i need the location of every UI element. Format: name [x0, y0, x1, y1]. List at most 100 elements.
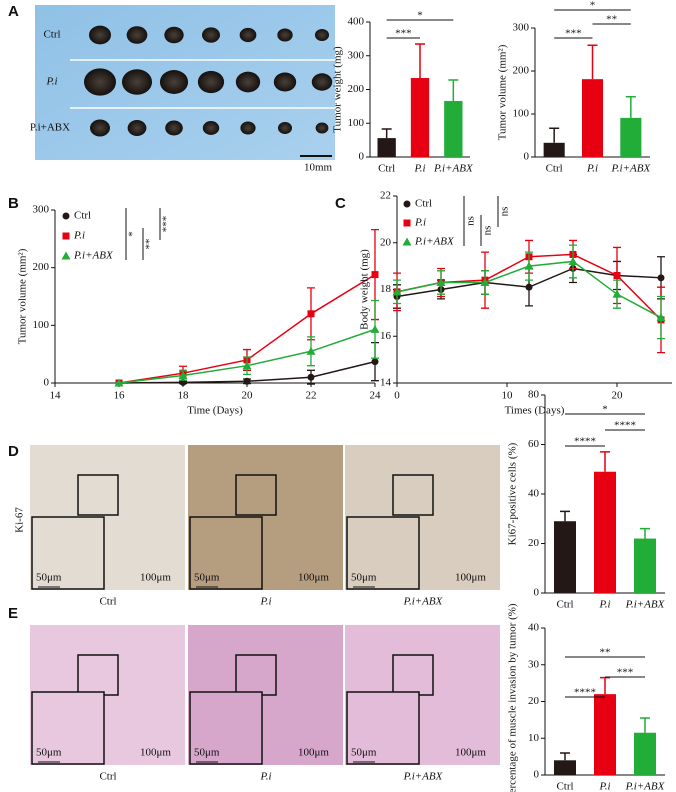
significance-label: **** — [614, 420, 636, 432]
legend-marker — [62, 212, 70, 220]
y-tick-label: 300 — [348, 49, 365, 61]
legend-marker — [62, 232, 70, 240]
marker — [524, 261, 534, 270]
error-bar — [381, 128, 392, 139]
legend-marker — [403, 219, 411, 227]
y-tick-label: 22 — [380, 190, 391, 202]
tumor — [89, 25, 111, 45]
x-tick-label: P.i+ABX — [433, 163, 474, 175]
y-axis-label: Body weight (mg) — [359, 249, 371, 330]
tumor — [239, 27, 257, 43]
panel-letter: B — [8, 195, 19, 212]
x-tick-label: 14 — [50, 390, 62, 402]
panel-letter: A — [8, 3, 19, 20]
marker — [242, 361, 252, 370]
significance-label: ns — [499, 207, 511, 217]
y-axis-label: Ki67-positive cells (%) — [507, 442, 519, 545]
marker — [480, 277, 490, 286]
y-tick-label: 10 — [528, 732, 540, 744]
y-tick-label: 40 — [528, 622, 540, 634]
zoom-box — [77, 474, 119, 516]
y-tick-label: 0 — [44, 377, 50, 389]
y-tick-label: 16 — [380, 330, 392, 342]
row-label: P.i+ABX — [30, 122, 70, 134]
significance-label: *** — [617, 667, 634, 679]
tumor — [121, 69, 153, 95]
y-tick-label: 300 — [513, 22, 530, 34]
x-tick-label: 20 — [612, 390, 624, 402]
marker — [114, 378, 124, 387]
significance-label: **** — [574, 687, 596, 699]
inset-scale: 50μm — [36, 747, 62, 759]
marker — [307, 310, 315, 318]
error-bar — [415, 43, 425, 79]
y-tick-label: 0 — [359, 151, 365, 163]
tumor — [197, 70, 225, 94]
caption: P.i — [259, 771, 271, 783]
tumor — [126, 26, 148, 44]
significance-label: ** — [600, 647, 611, 659]
caption: P.i+ABX — [403, 596, 444, 608]
significance-label: * — [127, 231, 139, 237]
tumor — [202, 121, 220, 135]
y-tick-label: 100 — [348, 117, 365, 129]
y-tick-label: 0 — [534, 769, 540, 781]
marker — [612, 289, 622, 298]
tumor — [277, 28, 293, 42]
bar — [594, 471, 616, 593]
inset-scale: 50μm — [351, 747, 377, 759]
marker — [306, 346, 316, 355]
y-axis-label: Tumor volume (mm²) — [497, 44, 509, 140]
panel-letter: C — [335, 195, 346, 212]
marker — [657, 274, 665, 282]
tumor — [84, 68, 116, 96]
tumor — [278, 122, 292, 134]
x-tick-label: P.i — [598, 599, 610, 611]
y-tick-label: 20 — [528, 537, 540, 549]
tumor — [240, 121, 256, 135]
caption: P.i+ABX — [403, 771, 444, 783]
row-label: Ctrl — [43, 29, 60, 41]
bar — [554, 521, 576, 593]
scale-label: 100μm — [455, 747, 486, 759]
y-axis-label: Tumor volume (mm²) — [17, 248, 29, 344]
y-tick-label: 40 — [528, 488, 540, 500]
caption: P.i — [259, 596, 271, 608]
error-bar — [640, 527, 650, 539]
legend-label: P.i+ABX — [73, 250, 114, 262]
x-axis-label: Times (Days) — [505, 405, 565, 417]
y-tick-label: 300 — [33, 204, 50, 216]
x-tick-label: Ctrl — [546, 163, 563, 175]
marker — [613, 271, 621, 279]
legend-label: Ctrl — [415, 198, 432, 210]
scale-label: 100μm — [298, 572, 329, 584]
legend-label: P.i+ABX — [414, 236, 455, 248]
marker — [525, 283, 533, 291]
scale-label: 100μm — [140, 747, 171, 759]
error-bar — [600, 451, 610, 472]
x-tick-label: P.i — [598, 781, 610, 792]
significance-label: * — [590, 0, 596, 12]
inset — [346, 516, 420, 590]
bar — [594, 694, 616, 775]
y-tick-label: 0 — [524, 151, 530, 163]
inset-scale: 50μm — [194, 747, 220, 759]
inset — [189, 516, 263, 590]
tumor — [315, 122, 329, 134]
tumor — [235, 71, 261, 93]
significance-label: ns — [482, 226, 494, 236]
marker — [307, 373, 315, 381]
inset-scale: 50μm — [351, 572, 377, 584]
significance-label: *** — [161, 216, 173, 233]
legend-marker — [403, 200, 411, 208]
zoom-box — [235, 474, 277, 516]
significance-label: *** — [395, 28, 412, 40]
x-tick-label: P.i+ABX — [625, 599, 666, 611]
legend-label: P.i — [414, 217, 426, 229]
y-axis-label: Percentage of muscle invasion by tumor (… — [507, 603, 519, 792]
inset — [31, 516, 105, 590]
tumor — [165, 120, 183, 136]
y-tick-label: 200 — [348, 83, 365, 95]
x-tick-label: P.i+ABX — [625, 781, 666, 792]
